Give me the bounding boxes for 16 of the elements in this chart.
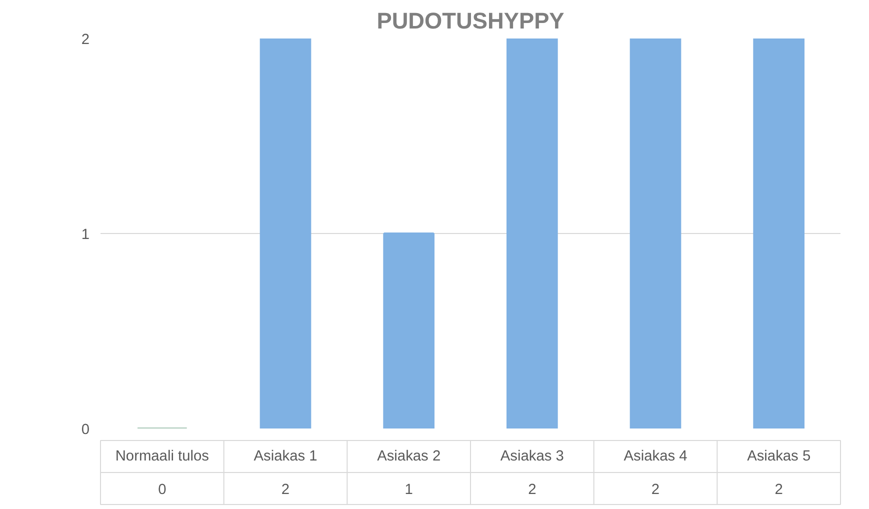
x-tick-label: Asiakas 1 [254,448,318,464]
data-label: 2 [528,482,536,498]
x-tick-label: Asiakas 3 [500,448,564,464]
chart-title: PUDOTUSHYPPY [376,8,564,34]
y-tick-label: 2 [81,32,90,48]
data-label: 0 [158,482,166,498]
y-tick-label: 1 [81,227,90,243]
data-label: 2 [281,482,290,498]
x-tick-label: Asiakas 2 [377,448,441,464]
data-label: 2 [651,482,660,498]
x-tick-label: Asiakas 5 [747,448,811,464]
x-tick-label: Normaali tulos [115,448,210,464]
x-tick-label: Asiakas 4 [624,448,688,464]
y-tick-label: 0 [81,422,90,438]
data-label: 2 [774,482,783,498]
data-label: 1 [404,482,413,498]
